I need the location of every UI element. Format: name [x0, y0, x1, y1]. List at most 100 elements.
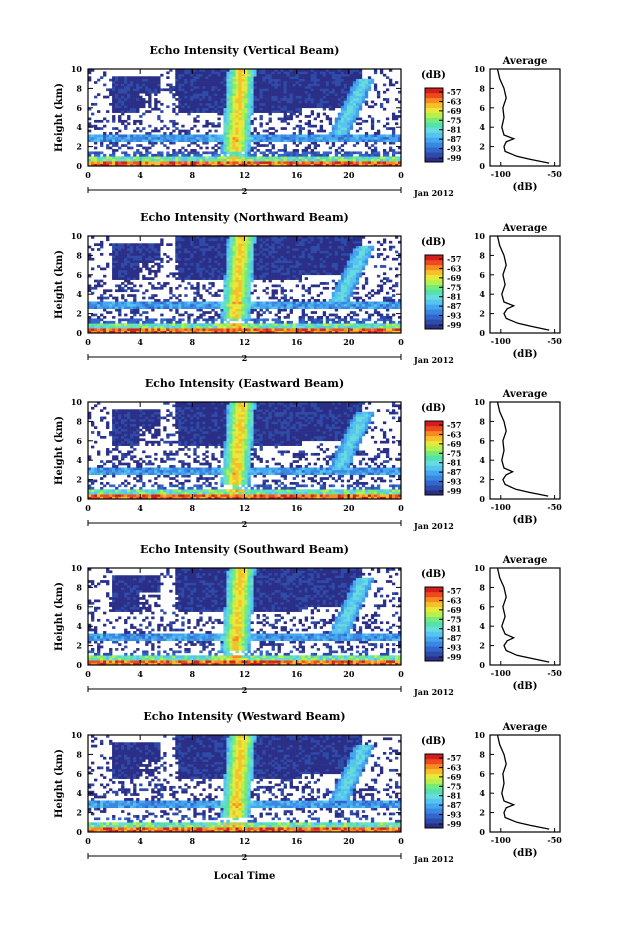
heatmap-cell — [211, 71, 215, 75]
heatmap-cell — [283, 136, 287, 140]
heatmap-cell — [364, 134, 369, 138]
heatmap-cell — [325, 76, 330, 79]
heatmap-cell — [238, 151, 242, 155]
heatmap-cell — [226, 102, 230, 106]
heatmap-cell — [286, 272, 290, 276]
heatmap-cell — [124, 274, 128, 278]
heatmap-cell — [325, 88, 330, 92]
heatmap-cell — [232, 124, 236, 128]
heatmap-cell — [100, 134, 104, 138]
heatmap-cell — [268, 73, 272, 77]
heatmap-cell — [172, 95, 176, 99]
heatmap-cell — [157, 328, 161, 331]
heatmap-cell — [289, 328, 293, 331]
heatmap-cell — [163, 306, 167, 310]
heatmap-cell — [244, 240, 248, 244]
heatmap-cell — [208, 73, 212, 77]
heatmap-cell — [379, 69, 384, 72]
heatmap-cell — [106, 161, 110, 164]
heatmap-cell — [283, 289, 287, 293]
heatmap-cell — [322, 88, 327, 92]
heatmap-cell — [133, 265, 137, 268]
heatmap-cell — [196, 107, 200, 111]
heatmap-cell — [193, 245, 197, 249]
heatmap-cell — [217, 124, 221, 128]
heatmap-cell — [319, 127, 324, 130]
heatmap-cell — [181, 238, 185, 242]
heatmap-cell — [175, 245, 179, 249]
heatmap-cell — [151, 78, 155, 82]
heatmap-cell — [160, 151, 164, 155]
heatmap-cell — [277, 161, 281, 164]
heatmap-cell — [229, 151, 233, 155]
heatmap-cell — [238, 291, 242, 295]
heatmap-cell — [166, 83, 170, 87]
heatmap-cell — [307, 102, 312, 106]
heatmap-cell — [211, 100, 215, 104]
heatmap-cell — [307, 328, 312, 331]
heatmap-cell — [307, 255, 312, 259]
heatmap-cell — [115, 136, 119, 140]
heatmap-cell — [145, 90, 149, 94]
heatmap-cell — [220, 90, 224, 94]
heatmap-cell — [223, 250, 227, 254]
heatmap-cell — [121, 110, 125, 113]
heatmap-cell — [124, 139, 128, 143]
heatmap-cell — [250, 269, 254, 273]
heatmap-cell — [118, 272, 122, 276]
heatmap-cell — [256, 156, 260, 160]
heatmap-cell — [211, 323, 215, 327]
heatmap-cell — [295, 277, 299, 280]
heatmap-cell — [343, 119, 348, 123]
heatmap-cell — [274, 330, 278, 334]
heatmap-cell — [286, 158, 290, 162]
heatmap-cell — [277, 90, 281, 94]
heatmap-cell — [229, 122, 233, 126]
heatmap-cell — [133, 294, 137, 297]
heatmap-cell — [208, 255, 212, 259]
heatmap-cell — [241, 282, 245, 285]
heatmap-cell — [268, 328, 272, 331]
heatmap-cell — [358, 100, 363, 104]
heatmap-cell — [172, 122, 176, 126]
heatmap-cell — [340, 136, 345, 140]
heatmap-cell — [268, 69, 272, 72]
heatmap-cell — [217, 93, 221, 96]
heatmap-cell — [388, 161, 393, 164]
heatmap-cell — [364, 163, 369, 167]
heatmap-cell — [121, 294, 125, 297]
heatmap-cell — [139, 134, 143, 138]
heatmap-cell — [346, 115, 351, 118]
heatmap-cell — [229, 313, 233, 317]
heatmap-cell — [136, 102, 140, 106]
heatmap-cell — [106, 296, 110, 300]
heatmap-cell — [352, 156, 357, 160]
heatmap-cell — [262, 265, 266, 268]
heatmap-cell — [196, 274, 200, 278]
heatmap-cell — [229, 318, 233, 322]
heatmap-cell — [253, 250, 257, 254]
heatmap-cell — [295, 73, 299, 77]
heatmap-cell — [229, 85, 233, 89]
heatmap-cell — [328, 88, 333, 92]
colorbar-tick-label: -57 — [447, 87, 461, 97]
heatmap-cell — [118, 250, 122, 254]
heatmap-cell — [130, 274, 134, 278]
heatmap-cell — [178, 328, 182, 331]
heatmap-cell — [232, 308, 236, 312]
heatmap-cell — [268, 149, 272, 152]
heatmap-cell — [175, 76, 179, 79]
heatmap-cell — [205, 248, 209, 251]
heatmap-cell — [124, 325, 128, 329]
heatmap-cell — [160, 88, 164, 92]
heatmap-cell — [295, 124, 299, 128]
heatmap-cell — [181, 156, 185, 160]
heatmap-cell — [304, 260, 308, 263]
heatmap-cell — [112, 272, 116, 276]
heatmap-cell — [274, 95, 278, 99]
heatmap-cell — [196, 95, 200, 99]
heatmap-cell — [271, 110, 275, 113]
heatmap-cell — [307, 163, 312, 167]
heatmap-cell — [286, 71, 290, 75]
heatmap-cell — [295, 105, 299, 109]
